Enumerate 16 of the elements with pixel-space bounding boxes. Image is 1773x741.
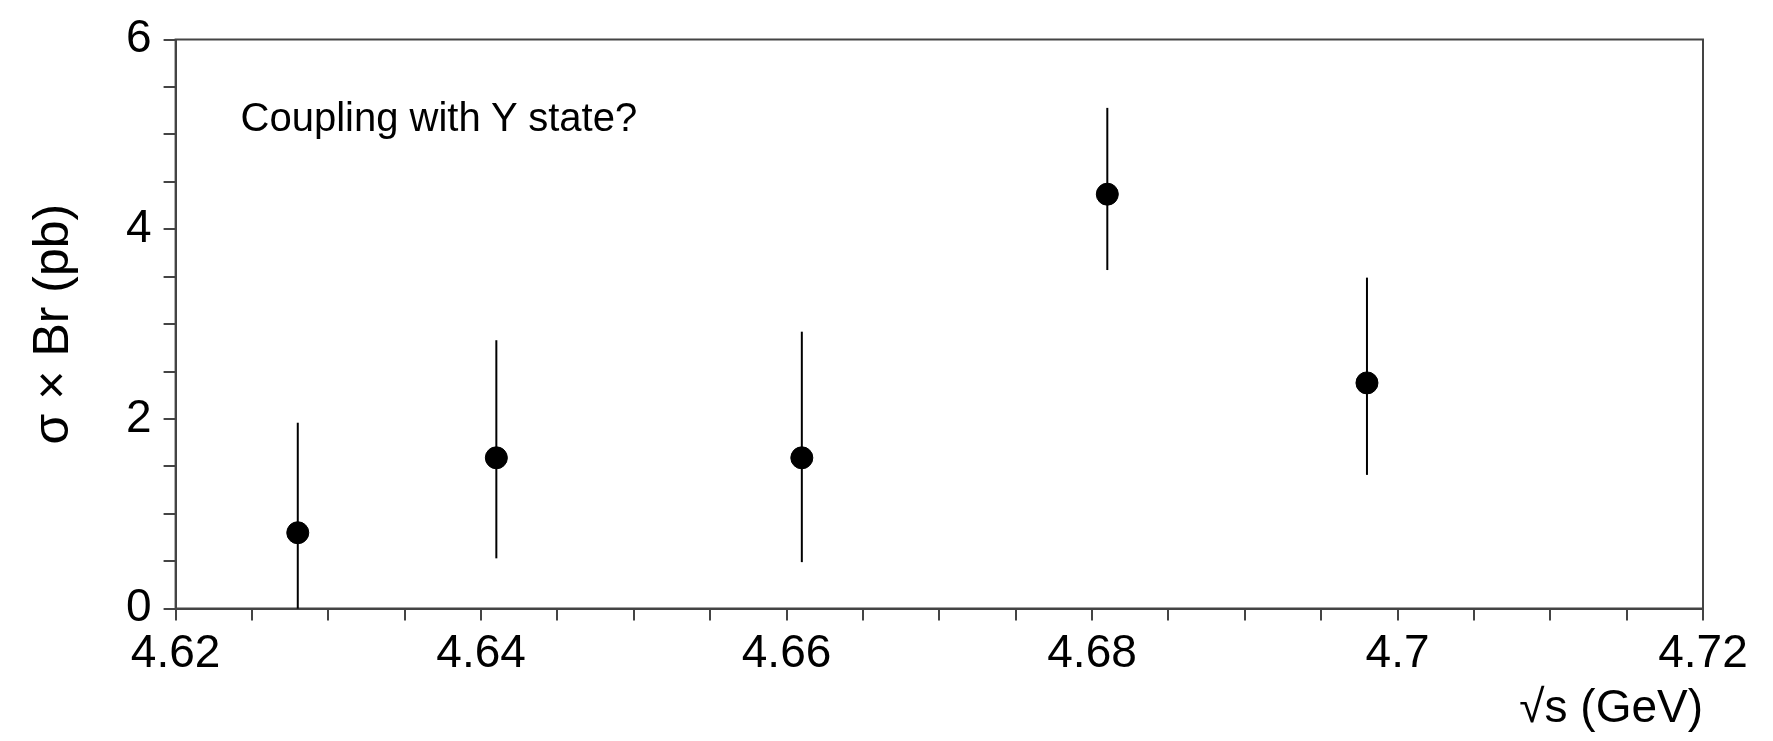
- point: [286, 521, 310, 545]
- x-tick-label: 4.66: [741, 624, 832, 677]
- x-tick-label: 4.7: [1365, 624, 1430, 677]
- x-tick-label: 4.72: [1658, 624, 1748, 677]
- point: [790, 446, 814, 470]
- point: [1095, 182, 1119, 206]
- point: [1355, 371, 1379, 395]
- annotation: Coupling with Y state?: [240, 94, 638, 139]
- x-axis-title: √s (GeV): [1519, 680, 1703, 733]
- y-tick-label: 6: [125, 10, 152, 63]
- x-tick-label: 4.68: [1047, 624, 1137, 677]
- point: [484, 446, 508, 470]
- y-tick-label: 2: [125, 389, 152, 442]
- y-axis-title: σ × Br (pb): [22, 203, 79, 445]
- x-tick-label: 4.64: [436, 624, 526, 677]
- y-tick-label: 4: [125, 199, 152, 252]
